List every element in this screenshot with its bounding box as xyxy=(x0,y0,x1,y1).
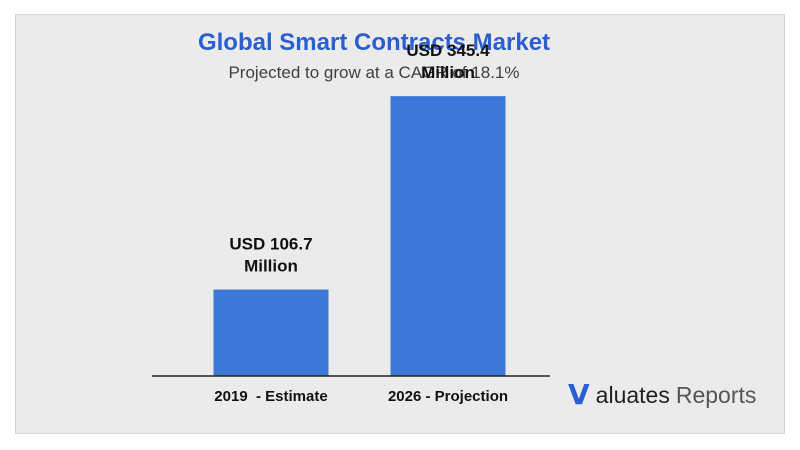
bar-1 xyxy=(213,289,329,376)
bar-2 xyxy=(390,96,506,376)
data-label-1-line-1: USD 106.7 xyxy=(229,235,312,254)
category-label-2: 2026 - Projection xyxy=(388,388,508,405)
data-label-2-line-2: Million xyxy=(421,63,475,82)
chart-title-text: Global Smart Contracts Market xyxy=(197,29,551,56)
logo-reports: Reports xyxy=(675,382,757,408)
valuates-logo: V aluates Reports xyxy=(568,380,756,410)
logo-word: aluates xyxy=(595,382,670,408)
data-label-2-line-1: USD 345.4 xyxy=(406,41,490,60)
category-label-1: 2019 - Estimate xyxy=(214,388,327,405)
chart-subtitle-text: Projected to grow at a CAGR of 18.1% xyxy=(228,63,520,82)
logo-mark: V xyxy=(568,378,590,411)
chart-subtitle: Projected to grow at a CAGR of 18.1% xyxy=(0,63,772,83)
chart-title: Global Smart Contracts Market xyxy=(0,29,772,57)
data-label-1-line-2: Million xyxy=(244,257,298,276)
